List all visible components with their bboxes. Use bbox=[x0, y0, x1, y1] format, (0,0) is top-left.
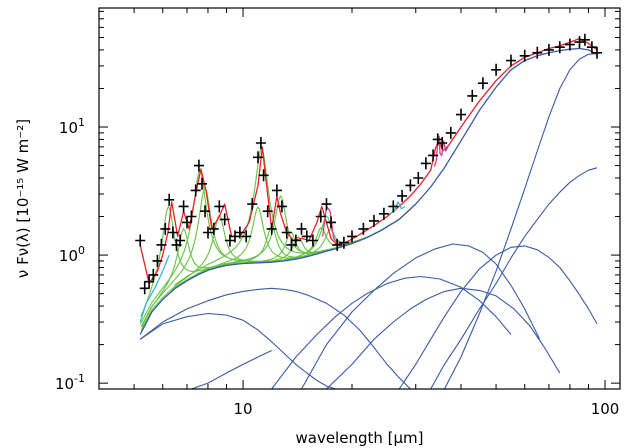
data-point bbox=[378, 207, 389, 220]
data-point bbox=[178, 200, 189, 213]
data-points-layer bbox=[135, 33, 602, 295]
data-point bbox=[397, 189, 408, 202]
x-axis-label: wavelength [μm] bbox=[295, 429, 423, 447]
data-point bbox=[253, 151, 263, 164]
data-point bbox=[224, 234, 235, 247]
plot-frame bbox=[98, 7, 621, 390]
data-point bbox=[262, 205, 273, 218]
data-point bbox=[592, 46, 602, 59]
continuum-component-curve-10 bbox=[430, 167, 598, 390]
data-point bbox=[307, 234, 318, 247]
data-point bbox=[186, 210, 197, 223]
x-tick-label: 10 bbox=[233, 400, 252, 418]
data-point bbox=[420, 157, 431, 170]
data-point bbox=[190, 184, 201, 197]
data-point bbox=[579, 33, 590, 46]
data-point bbox=[554, 41, 565, 54]
x-tick-label: 100 bbox=[591, 400, 620, 418]
data-point bbox=[467, 89, 478, 102]
y-tick-label: 10-1 bbox=[55, 372, 85, 393]
data-point bbox=[167, 226, 178, 239]
total-fit-curve-1 bbox=[139, 37, 598, 285]
curves-layer bbox=[139, 37, 598, 390]
data-point bbox=[255, 137, 266, 149]
data-point bbox=[247, 198, 258, 211]
data-point bbox=[219, 213, 230, 226]
data-point bbox=[506, 54, 516, 67]
ticks-layer bbox=[98, 8, 620, 390]
line-segment-curve-12 bbox=[433, 135, 450, 167]
data-point bbox=[413, 172, 424, 184]
data-point bbox=[182, 216, 192, 229]
data-point bbox=[200, 205, 210, 218]
continuum-component-curve-6 bbox=[271, 275, 512, 390]
tick-labels-layer: 10 100 10-1 100 101 bbox=[55, 116, 619, 418]
data-point bbox=[164, 193, 175, 206]
data-point bbox=[586, 41, 597, 54]
data-point bbox=[152, 254, 163, 267]
data-point bbox=[338, 236, 349, 249]
data-point bbox=[332, 238, 343, 251]
data-point bbox=[290, 234, 301, 247]
continuum-component-curve-3 bbox=[139, 312, 344, 390]
continuum-component-curve-5 bbox=[191, 350, 272, 390]
data-point bbox=[258, 169, 269, 182]
continuum-component-curve-11 bbox=[443, 52, 598, 390]
data-point bbox=[203, 226, 213, 239]
continuum-component-curve-4 bbox=[139, 287, 411, 390]
data-point bbox=[456, 108, 466, 121]
data-point bbox=[296, 222, 307, 235]
data-point bbox=[144, 275, 155, 288]
data-point bbox=[175, 234, 186, 247]
data-point bbox=[139, 282, 150, 295]
data-point bbox=[271, 184, 282, 197]
data-point bbox=[369, 214, 379, 227]
data-point bbox=[564, 38, 575, 51]
data-point bbox=[491, 63, 502, 76]
data-point bbox=[477, 77, 488, 90]
data-point bbox=[326, 216, 336, 229]
data-point bbox=[388, 200, 399, 213]
feature-profile-6 bbox=[170, 206, 346, 292]
data-point bbox=[266, 222, 277, 235]
data-point bbox=[347, 230, 357, 243]
data-point bbox=[574, 36, 585, 49]
cyan-segment-curve-14 bbox=[139, 254, 170, 323]
data-point bbox=[358, 222, 369, 235]
y-axis-label: ν Fν(λ) [10⁻¹⁵ W m⁻²] bbox=[14, 119, 32, 278]
continuum-total-curve-2 bbox=[139, 47, 598, 335]
data-point bbox=[193, 159, 204, 172]
data-point bbox=[445, 126, 456, 139]
line-segment-curve-13 bbox=[322, 205, 343, 246]
data-point bbox=[197, 177, 207, 190]
data-point bbox=[148, 268, 159, 281]
feature-profile-2 bbox=[140, 168, 287, 325]
y-tick-label: 100 bbox=[59, 244, 85, 265]
data-point bbox=[428, 149, 439, 162]
data-point bbox=[241, 230, 252, 243]
data-point bbox=[281, 226, 292, 239]
data-point bbox=[234, 226, 245, 239]
y-tick-label: 101 bbox=[59, 116, 85, 137]
data-point bbox=[532, 46, 543, 59]
data-point bbox=[214, 200, 225, 213]
data-point bbox=[276, 200, 287, 213]
data-point bbox=[135, 234, 146, 247]
data-point bbox=[321, 198, 332, 211]
continuum-component-curve-8 bbox=[326, 287, 561, 390]
data-point bbox=[208, 222, 219, 235]
data-point bbox=[156, 238, 167, 251]
data-point bbox=[160, 222, 171, 235]
data-point bbox=[315, 210, 326, 223]
data-point bbox=[543, 43, 554, 56]
continuum-component-curve-7 bbox=[301, 243, 541, 390]
data-point bbox=[437, 137, 448, 149]
data-point bbox=[301, 230, 312, 243]
data-point bbox=[405, 179, 416, 192]
data-point bbox=[519, 49, 530, 62]
